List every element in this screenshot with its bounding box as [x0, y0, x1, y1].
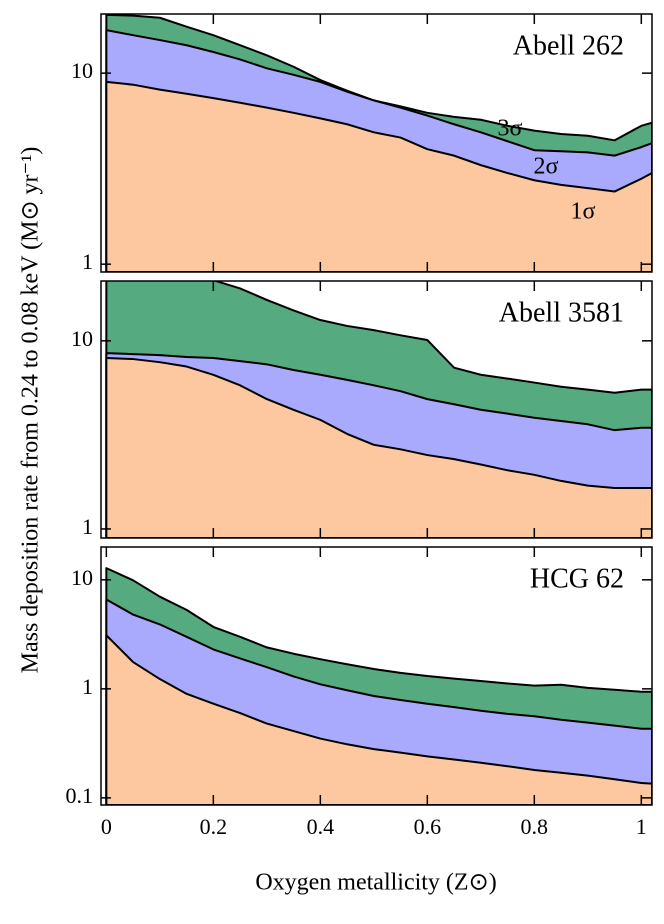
plot-frame	[100, 280, 653, 539]
plot-area	[105, 14, 652, 272]
y-tick-label: 0.1	[66, 783, 94, 808]
confidence-band	[105, 634, 652, 805]
y-tick-label: 10	[71, 565, 93, 590]
confidence-band	[105, 80, 652, 272]
panel-title: Abell 262	[513, 30, 624, 61]
plot-area	[105, 281, 652, 538]
y-tick-label: 1	[82, 674, 93, 699]
y-axis-label: Mass deposition rate from 0.24 to 0.08 k…	[18, 147, 44, 674]
plot-area	[105, 567, 652, 805]
x-axis-label: Oxygen metallicity (Z⊙)	[255, 870, 496, 896]
panel-title: HCG 62	[530, 563, 624, 594]
plot-frame	[100, 546, 653, 806]
x-tick-label: 1	[636, 814, 647, 839]
y-tick-label: 1	[82, 514, 93, 539]
band-label: 1σ	[571, 199, 596, 225]
panel-title: Abell 3581	[499, 297, 624, 328]
x-tick-label: 0.2	[200, 814, 228, 839]
plot-frame	[100, 13, 653, 273]
band-label: 2σ	[534, 154, 559, 180]
confidence-band	[105, 357, 652, 538]
x-tick-label: 0.6	[414, 814, 442, 839]
x-tick-label: 0	[101, 814, 112, 839]
x-tick-label: 0.8	[521, 814, 549, 839]
band-label: 3σ	[498, 116, 523, 142]
y-tick-label: 10	[71, 58, 93, 83]
x-tick-label: 0.4	[307, 814, 335, 839]
y-tick-label: 1	[82, 249, 93, 274]
y-tick-label: 10	[71, 326, 93, 351]
